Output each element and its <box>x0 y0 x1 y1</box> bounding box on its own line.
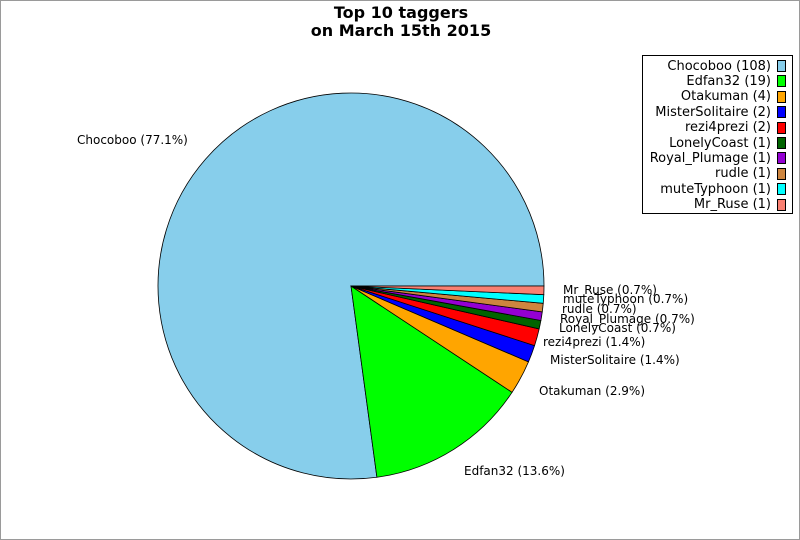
slice-label-chocoboo: Chocoboo (77.1%) <box>77 133 188 147</box>
legend-item-mutetyphoon: muteTyphoon (1) <box>660 181 786 197</box>
legend-label: LonelyCoast (1) <box>669 135 771 151</box>
legend-item-otakuman: Otakuman (4) <box>681 89 786 105</box>
legend-swatch <box>777 198 786 211</box>
slice-label-royal-plumage: Royal_Plumage (0.7%) <box>560 312 695 326</box>
legend-label: Otakuman (4) <box>680 89 771 105</box>
legend-label: rudle (1) <box>715 166 771 182</box>
legend-item-edfan32: Edfan32 (19) <box>686 73 786 89</box>
chart-title-line-2: on March 15th 2015 <box>310 21 492 40</box>
legend-swatch <box>777 90 786 103</box>
legend-item-chocoboo: Chocoboo (108) <box>667 58 786 74</box>
legend-item-royal-plumage: Royal_Plumage (1) <box>650 150 786 166</box>
legend-swatch <box>777 121 786 134</box>
slice-label-mistersolitaire: MisterSolitaire (1.4%) <box>550 353 680 367</box>
legend-label: Royal_Plumage (1) <box>649 150 771 166</box>
legend-item-mr-ruse: Mr_Ruse (1) <box>694 197 786 213</box>
slice-label-rezi4prezi: rezi4prezi (1.4%) <box>543 335 645 349</box>
legend-label: Mr_Ruse (1) <box>693 197 771 213</box>
legend-swatch <box>777 183 786 196</box>
legend-label: muteTyphoon (1) <box>660 181 771 197</box>
legend-swatch <box>777 137 786 149</box>
slice-label-mutetyphoon: muteTyphoon (0.7%) <box>563 292 688 306</box>
legend-swatch <box>777 152 786 165</box>
legend-item-rezi4prezi: rezi4prezi (2) <box>685 120 786 136</box>
legend-swatch <box>777 75 786 88</box>
slice-label-rudle: rudle (0.7%) <box>562 302 637 316</box>
pie-slice-mr-ruse <box>350 285 545 296</box>
legend-swatch <box>777 167 786 180</box>
legend-label: Edfan32 (19) <box>686 73 771 89</box>
legend-item-rudle: rudle (1) <box>715 166 786 182</box>
legend-label: rezi4prezi (2) <box>684 120 771 136</box>
legend-swatch <box>777 106 786 119</box>
slice-label-lonelycoast: LonelyCoast (0.7%) <box>559 321 676 335</box>
slice-label-edfan32: Edfan32 (13.6%) <box>464 464 565 478</box>
slice-label-mr-ruse: Mr_Ruse (0.7%) <box>563 283 657 297</box>
legend-item-lonelycoast: LonelyCoast (1) <box>669 135 786 151</box>
slice-label-otakuman: Otakuman (2.9%) <box>539 384 645 398</box>
chart-legend: Chocoboo (108) Edfan32 (19) Otakuman (4) Mi… <box>642 55 793 214</box>
legend-label: Chocoboo (108) <box>667 58 771 74</box>
legend-item-mistersolitaire: MisterSolitaire (2) <box>655 104 786 120</box>
legend-label: MisterSolitaire (2) <box>655 104 771 120</box>
legend-swatch <box>777 60 786 72</box>
pie-slice-edfan32 <box>350 285 513 478</box>
chart-title-line-1: Top 10 taggers <box>333 3 469 22</box>
